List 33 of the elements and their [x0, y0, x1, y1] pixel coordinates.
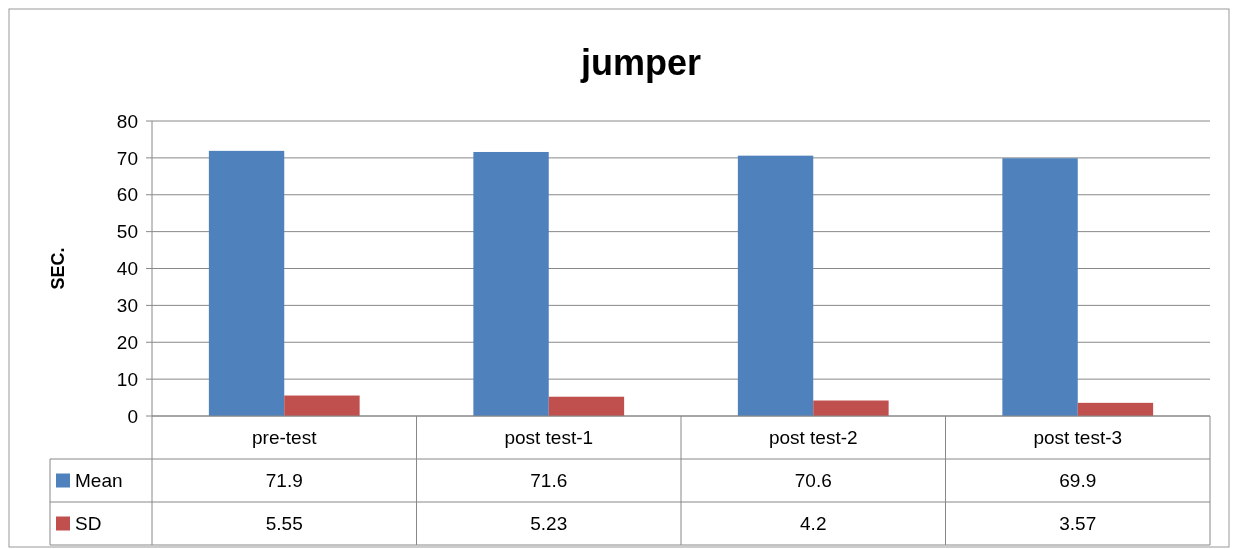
y-tick-label: 40	[116, 258, 138, 280]
data-label: 71.6	[530, 470, 568, 492]
y-tick-label: 30	[116, 295, 138, 317]
y-tick-label: 0	[127, 405, 138, 427]
data-label: 4.2	[800, 513, 827, 535]
y-tick-label: 10	[116, 368, 138, 390]
data-label: 3.57	[1059, 513, 1097, 535]
x-tick-label: post test-3	[1033, 427, 1123, 449]
bar	[208, 150, 285, 416]
y-axis-title: SEC.	[48, 247, 68, 290]
legend-label: Mean	[75, 470, 123, 492]
y-tick-label: 20	[116, 331, 138, 353]
x-tick-label: post test-1	[504, 427, 594, 449]
x-tick-label: post test-2	[768, 427, 858, 449]
data-label: 70.6	[794, 470, 832, 492]
bar	[737, 155, 814, 416]
data-label: 69.9	[1059, 470, 1097, 492]
data-label: 71.9	[265, 470, 303, 492]
data-label: 5.55	[265, 513, 303, 535]
legend-label: SD	[75, 513, 102, 535]
bar	[813, 400, 889, 416]
bar	[548, 396, 625, 416]
data-label: 5.23	[530, 513, 568, 535]
bar	[1077, 402, 1154, 416]
y-tick-label: 60	[116, 184, 138, 206]
bar	[284, 395, 360, 416]
y-tick-label: 70	[116, 147, 138, 169]
y-tick-label: 80	[116, 110, 138, 132]
chart-title: jumper	[579, 42, 702, 83]
y-tick-label: 50	[116, 221, 138, 243]
bar	[1002, 158, 1078, 416]
bar	[473, 151, 549, 416]
x-tick-label: pre-test	[252, 427, 318, 449]
